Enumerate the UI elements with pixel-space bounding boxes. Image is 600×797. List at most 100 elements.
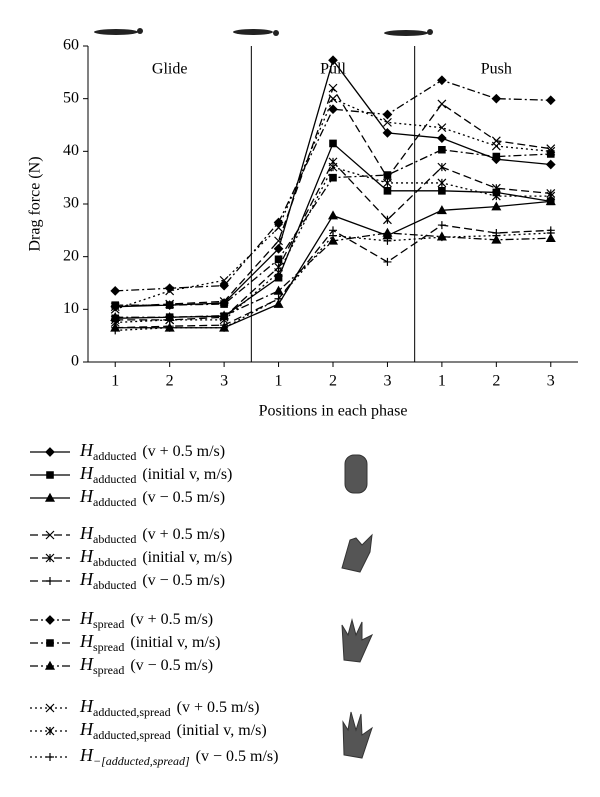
- data-point: [382, 128, 393, 138]
- legend-entry: H−[adducted,spread] (v − 0.5 m/s): [79, 745, 278, 768]
- x-tick-label: 3: [383, 373, 391, 390]
- legend-name: H: [79, 546, 94, 566]
- data-point: [219, 275, 229, 285]
- data-point: [437, 123, 447, 133]
- legend-name: H: [79, 440, 94, 460]
- series-line: [115, 58, 551, 308]
- data-point: [383, 215, 392, 225]
- legend-marker: [45, 530, 55, 540]
- legend-marker: [46, 753, 54, 761]
- x-axis-label: Positions in each phase: [259, 403, 408, 420]
- data-point: [437, 221, 446, 230]
- phase-label: Push: [481, 61, 512, 78]
- data-point: [165, 323, 174, 332]
- legend-subscript: adducted,spread: [93, 705, 171, 719]
- data-point: [274, 268, 283, 277]
- legend-condition: (v − 0.5 m/s): [130, 657, 213, 674]
- series-line: [115, 79, 551, 292]
- legend-marker: [45, 553, 55, 563]
- data-point: [273, 298, 284, 308]
- legend-entry: Hadducted,spread (initial v, m/s): [79, 719, 267, 742]
- legend-marker: [45, 703, 55, 713]
- series-line: [115, 86, 551, 308]
- data-point: [329, 231, 337, 240]
- legend-marker: [44, 492, 56, 502]
- series-line: [115, 200, 551, 329]
- data-point: [545, 159, 556, 170]
- legend-marker: [46, 577, 54, 585]
- data-point: [491, 141, 501, 151]
- data-point: [382, 227, 393, 237]
- data-point: [437, 133, 447, 144]
- legend-condition: (v + 0.5 m/s): [130, 611, 213, 628]
- legend-name: H: [79, 719, 94, 739]
- legend-subscript: spread: [93, 663, 124, 677]
- data-point: [328, 162, 338, 172]
- legend-name: H: [79, 463, 94, 483]
- data-point: [111, 326, 120, 335]
- y-tick-label: 40: [63, 142, 79, 159]
- data-point: [437, 99, 447, 109]
- data-point: [165, 286, 175, 296]
- data-point: [220, 300, 228, 308]
- legend-name: H: [79, 745, 94, 765]
- data-point: [491, 191, 501, 201]
- data-point: [383, 171, 392, 179]
- legend-condition: (v − 0.5 m/s): [142, 572, 225, 589]
- legend-marker: [45, 615, 55, 625]
- data-point: [383, 187, 392, 195]
- phase-label: Glide: [152, 61, 188, 78]
- data-point: [328, 55, 338, 66]
- legend-marker: [46, 639, 54, 647]
- legend-subscript: adducted: [93, 449, 136, 463]
- x-tick-label: 3: [220, 373, 228, 390]
- data-point: [546, 146, 556, 156]
- legend-name: H: [79, 696, 94, 716]
- data-point: [274, 294, 283, 303]
- y-tick-label: 20: [63, 247, 79, 264]
- data-point: [492, 152, 501, 161]
- legend-condition: (v − 0.5 m/s): [196, 748, 279, 765]
- legend-condition: (initial v, m/s): [177, 722, 267, 739]
- swimmer-icon: [94, 28, 433, 36]
- legend-name: H: [79, 654, 94, 674]
- hand-icon: [341, 454, 374, 759]
- data-point: [383, 257, 392, 266]
- series-line: [115, 97, 551, 310]
- data-point: [546, 228, 555, 237]
- legend-entry: Habducted (v − 0.5 m/s): [79, 569, 225, 592]
- data-point: [328, 104, 338, 115]
- data-point: [383, 178, 392, 188]
- legend-entry: Hspread (initial v, m/s): [79, 631, 220, 654]
- data-point: [491, 93, 502, 104]
- legend-subscript: spread: [93, 617, 124, 631]
- data-point: [165, 301, 174, 309]
- legend-name: H: [79, 486, 94, 506]
- data-point: [437, 75, 447, 86]
- legend-subscript: adducted: [93, 472, 136, 486]
- legend-entry: Habducted (initial v, m/s): [79, 546, 232, 569]
- data-point: [328, 83, 338, 93]
- x-tick-label: 2: [492, 373, 500, 390]
- y-tick-label: 30: [63, 195, 79, 212]
- series-line: [115, 166, 551, 324]
- legend-condition: (initial v, m/s): [130, 634, 220, 651]
- data-point: [273, 243, 284, 254]
- legend-entry: Hspread (v − 0.5 m/s): [79, 654, 213, 677]
- x-tick-label: 2: [166, 373, 174, 390]
- legend-subscript: abducted: [93, 578, 136, 592]
- x-tick-label: 3: [547, 373, 555, 390]
- legend-marker: [45, 447, 55, 457]
- legend-name: H: [79, 523, 94, 543]
- y-tick-label: 60: [63, 37, 79, 54]
- legend-subscript: spread: [93, 640, 124, 654]
- y-tick-label: 10: [63, 300, 79, 317]
- data-point: [327, 235, 339, 245]
- legend-subscript: adducted: [93, 495, 136, 509]
- legend-subscript: −[adducted,spread]: [93, 754, 190, 768]
- legend-name: H: [79, 631, 94, 651]
- data-point: [438, 145, 446, 154]
- data-point: [327, 210, 339, 220]
